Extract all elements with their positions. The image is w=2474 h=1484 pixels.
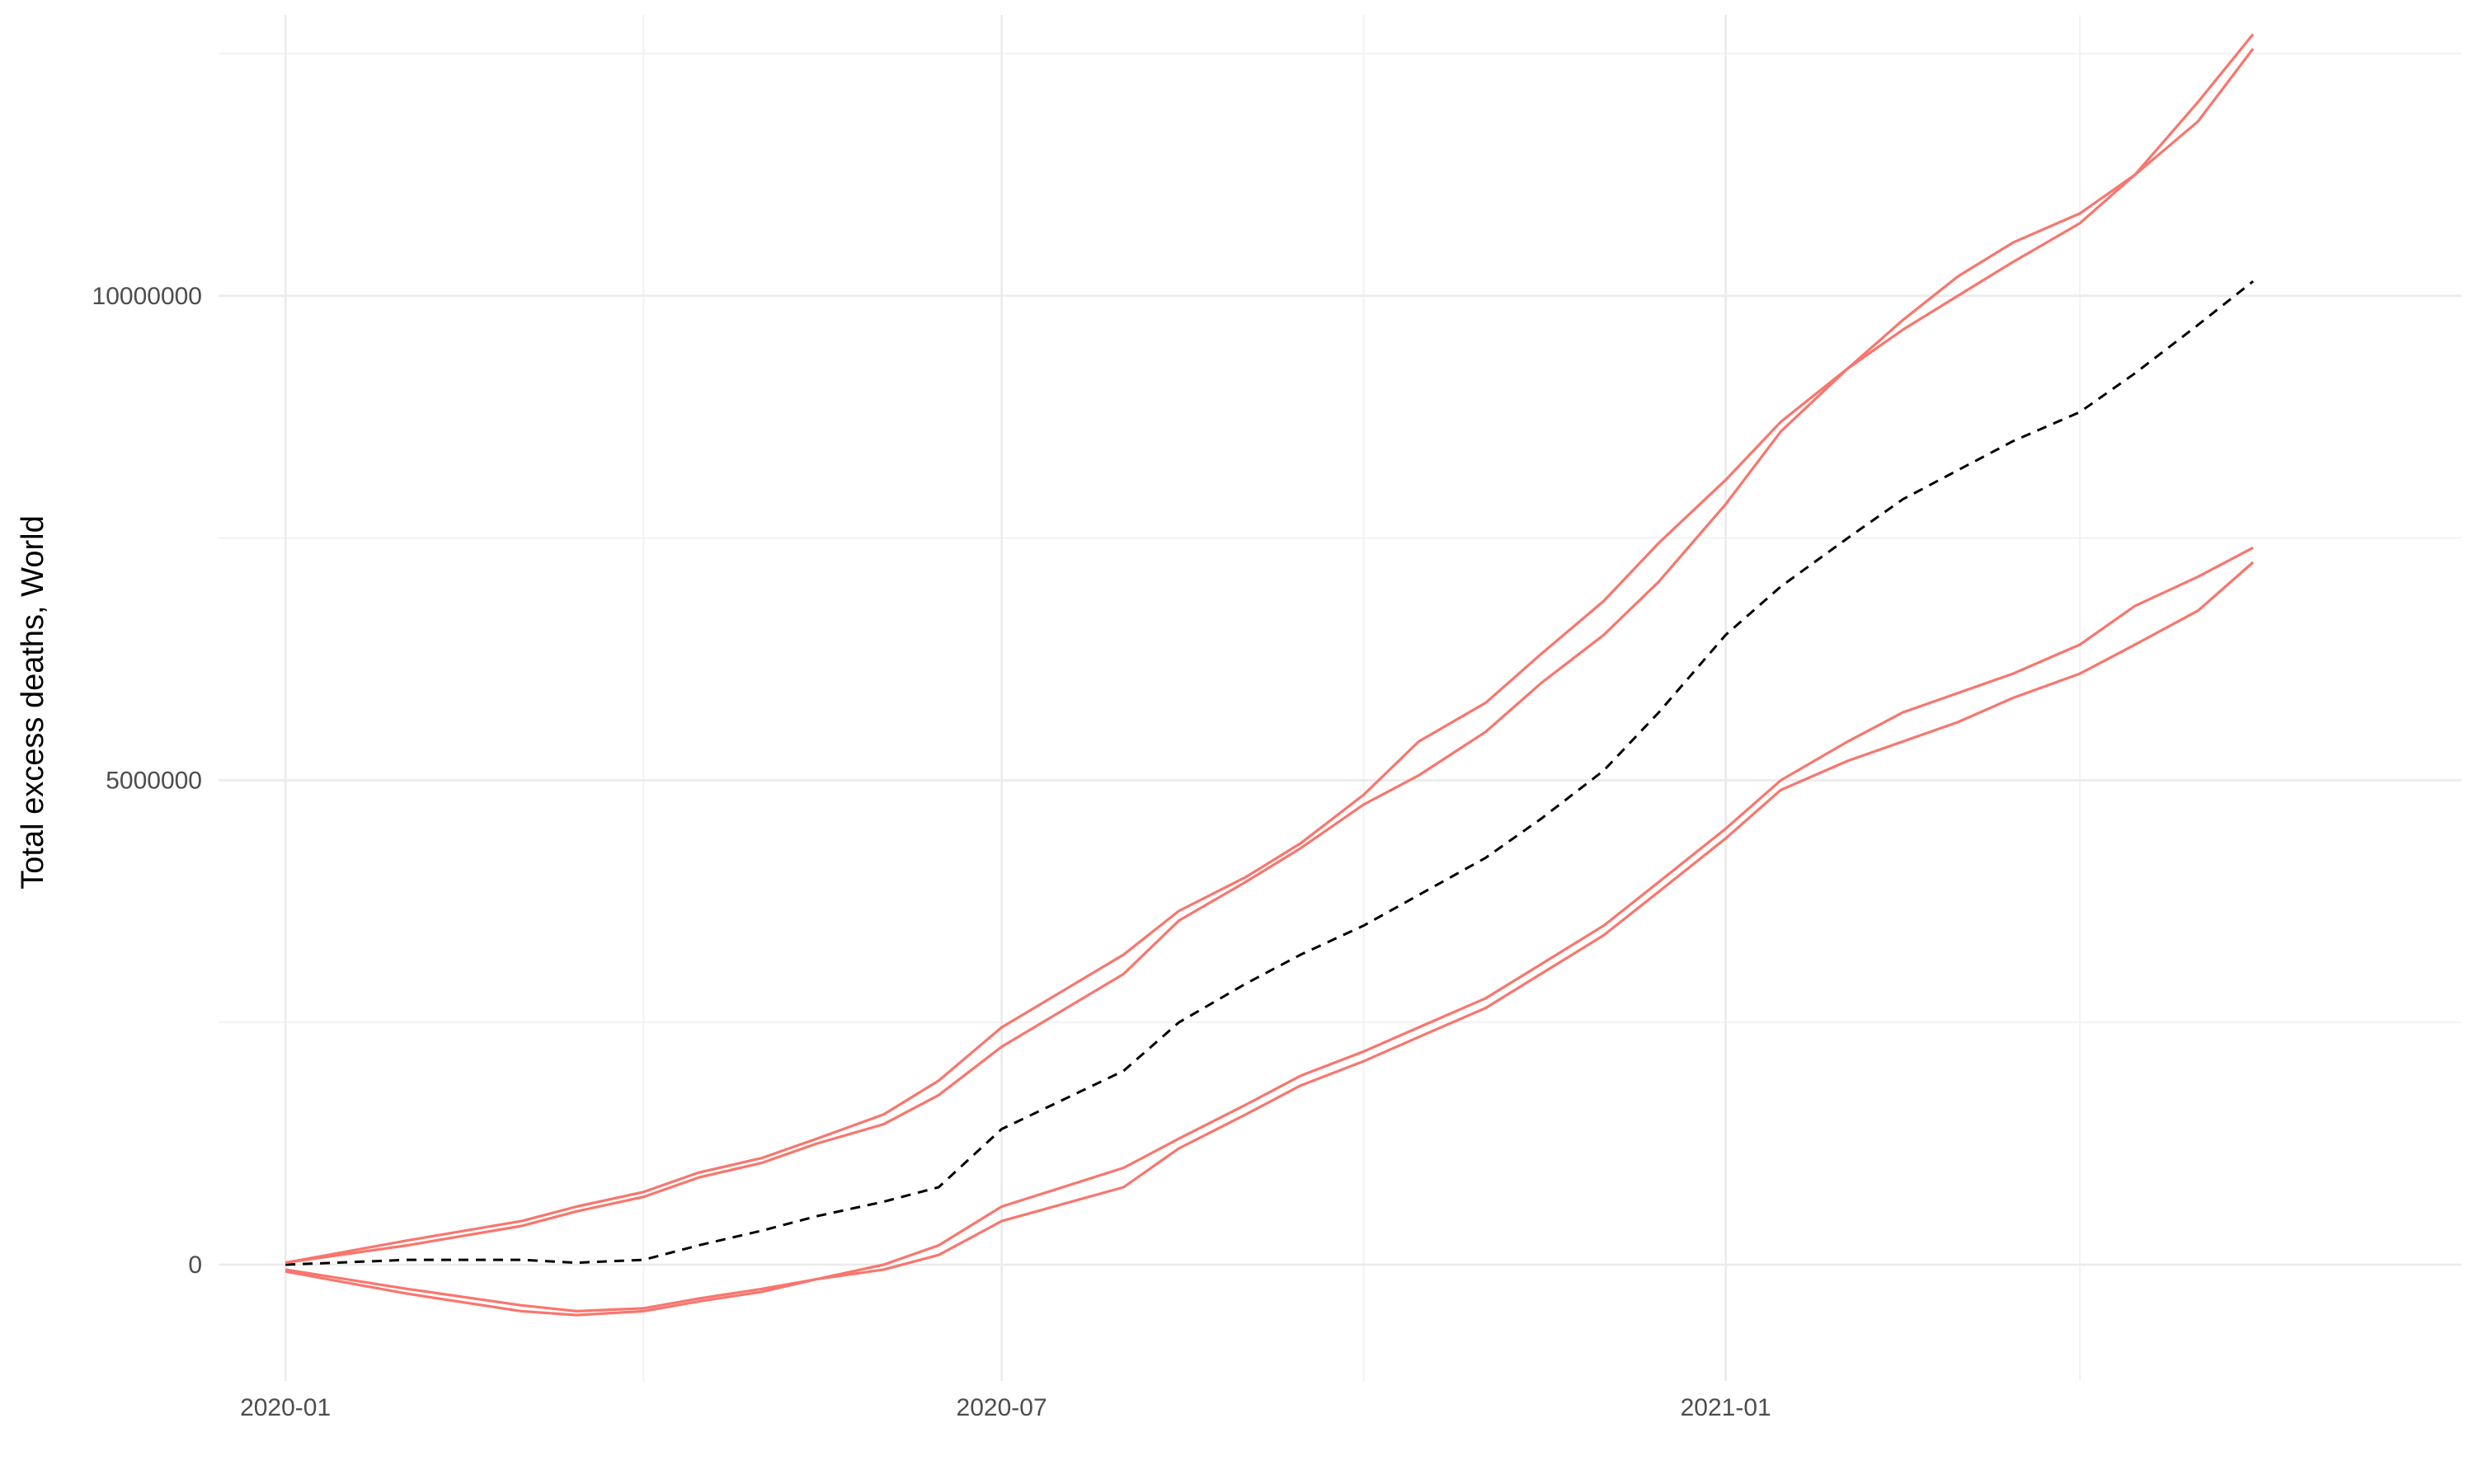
gridlines [219,15,2462,1381]
series-line-upper-bound-b [285,48,2255,1265]
x-tick-label-1: 2020-07 [957,1394,1047,1421]
y-axis-title: Total excess deaths, World [16,515,50,889]
y-tick-label-2: 10000000 [92,283,202,310]
x-tick-label-0: 2020-01 [240,1394,331,1421]
y-axis-tick-labels: 0 5000000 10000000 [92,283,202,1279]
series-line-lower-bound-a [285,561,2255,1313]
x-axis-tick-labels: 2020-01 2020-07 2021-01 [240,1394,1771,1421]
series-line-central-estimate [285,280,2255,1266]
series-line-upper-bound-a [285,33,2255,1265]
series-line-lower-bound-b [285,546,2254,1317]
series-lines [285,33,2255,1317]
y-tick-label-1: 5000000 [106,767,202,794]
x-tick-label-2: 2021-01 [1681,1394,1771,1421]
y-tick-label-0: 0 [188,1252,202,1279]
